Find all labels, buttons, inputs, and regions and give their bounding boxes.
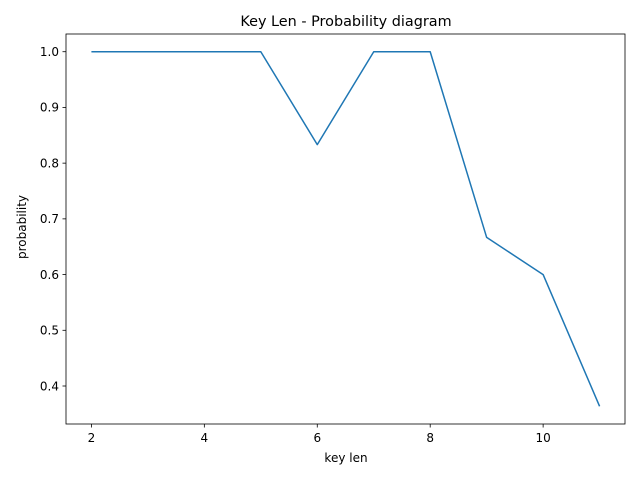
series-line (91, 50, 601, 407)
y-tick-label: 0.5 (40, 324, 59, 338)
y-tick-label: 0.8 (40, 156, 59, 170)
x-axis-label: key len (324, 451, 367, 465)
y-tick-label: 0.4 (40, 379, 59, 393)
y-tick-label: 1.0 (40, 45, 59, 59)
x-tick-label: 4 (201, 431, 209, 445)
y-tick-label: 0.6 (40, 268, 59, 282)
x-axis-ticks: 2 4 6 8 10 (88, 424, 551, 445)
x-tick-label: 2 (88, 431, 96, 445)
y-tick-label: 0.9 (40, 101, 59, 115)
y-axis-ticks: 0.4 0.5 0.6 0.7 0.8 0.9 1.0 (40, 45, 66, 393)
y-tick-label: 0.7 (40, 212, 59, 226)
y-axis-label: probability (15, 195, 29, 259)
plot-frame (65, 33, 626, 425)
chart-title: Key Len - Probability diagram (240, 14, 451, 30)
x-tick-label: 6 (313, 431, 321, 445)
x-tick-label: 10 (535, 431, 550, 445)
plot-area (65, 33, 626, 425)
x-tick-label: 8 (426, 431, 434, 445)
